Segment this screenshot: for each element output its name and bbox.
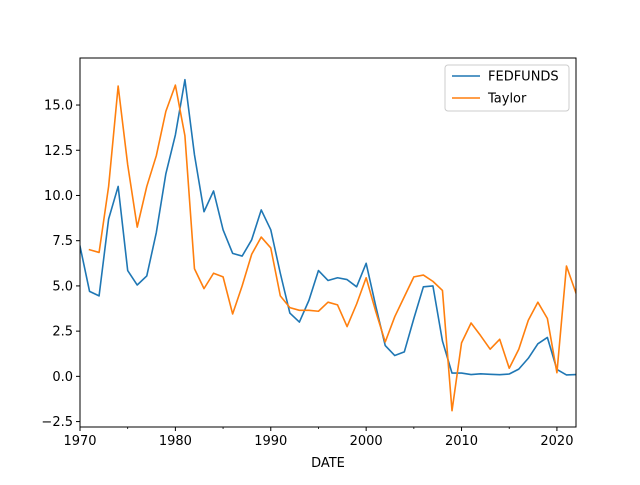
x-tick-label: 1970 <box>63 434 96 449</box>
x-tick-label: 2020 <box>540 434 573 449</box>
plot-frame <box>79 57 577 428</box>
x-tick-label: 2000 <box>350 434 383 449</box>
y-tick-label: −2.5 <box>41 415 73 430</box>
legend-label-fedfunds: FEDFUNDS <box>488 70 559 85</box>
y-tick-label: 15.0 <box>44 99 73 114</box>
x-tick-label: 1990 <box>254 434 287 449</box>
series-line-fedfunds <box>80 78 576 376</box>
y-tick-label: 5.0 <box>52 279 73 294</box>
x-axis-label: DATE <box>311 456 345 471</box>
series-line-taylor <box>88 84 576 412</box>
x-tick-label: 1980 <box>159 434 192 449</box>
y-tick-label: 7.5 <box>52 234 73 249</box>
legend-label-taylor: Taylor <box>487 92 527 107</box>
legend: FEDFUNDS Taylor <box>444 64 570 112</box>
y-tick-label: 10.0 <box>44 189 73 204</box>
y-tick-label: 0.0 <box>52 370 73 385</box>
x-tick-label: 2010 <box>445 434 478 449</box>
y-tick-label: 2.5 <box>52 325 73 340</box>
y-tick-label: 12.5 <box>44 144 73 159</box>
